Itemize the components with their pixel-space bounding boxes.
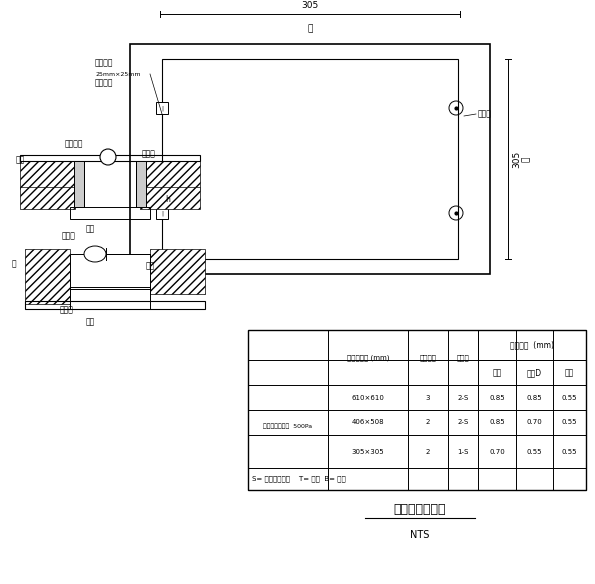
Text: |: | xyxy=(161,210,163,215)
Text: 3: 3 xyxy=(426,395,430,401)
Bar xyxy=(156,207,168,219)
Text: 密封封: 密封封 xyxy=(62,231,76,241)
Text: 风管检修门详图: 风管检修门详图 xyxy=(394,503,446,516)
Circle shape xyxy=(100,149,116,165)
Text: 25mm×25mm: 25mm×25mm xyxy=(95,72,140,77)
Bar xyxy=(140,187,200,209)
Bar xyxy=(136,161,146,207)
Text: 0.85: 0.85 xyxy=(489,395,505,401)
Text: 制伏锁管: 制伏锁管 xyxy=(65,140,83,148)
Text: 2-S: 2-S xyxy=(458,395,469,401)
Text: 门: 门 xyxy=(307,24,313,33)
Text: 边框: 边框 xyxy=(565,368,574,377)
Bar xyxy=(25,301,205,309)
Ellipse shape xyxy=(84,246,106,262)
Text: 0.55: 0.55 xyxy=(561,395,577,401)
Text: 0.85: 0.85 xyxy=(526,395,542,401)
Bar xyxy=(248,330,586,490)
Bar xyxy=(156,102,168,114)
Text: 2: 2 xyxy=(426,419,430,426)
Bar xyxy=(130,44,490,274)
Text: 密封品: 密封品 xyxy=(141,150,155,158)
Bar xyxy=(20,155,200,161)
Text: 305×305: 305×305 xyxy=(352,449,384,454)
Text: |: | xyxy=(161,105,163,111)
Bar xyxy=(25,249,70,304)
Bar xyxy=(150,249,205,294)
Text: 金属厚度  (mm): 金属厚度 (mm) xyxy=(510,340,554,349)
Bar xyxy=(162,59,458,259)
Text: 门: 门 xyxy=(522,157,531,162)
Text: 门: 门 xyxy=(12,259,17,269)
Text: 刘值挤管: 刘值挤管 xyxy=(95,58,114,67)
Text: 305: 305 xyxy=(302,1,319,10)
Text: 406×508: 406×508 xyxy=(352,419,384,426)
Bar xyxy=(20,187,75,209)
Text: 密封条: 密封条 xyxy=(478,110,492,119)
Text: 0.70: 0.70 xyxy=(526,419,542,426)
Bar xyxy=(74,161,84,207)
Text: 1-S: 1-S xyxy=(458,449,469,454)
Text: 密温盒: 密温盒 xyxy=(60,305,74,315)
Text: 风管: 风管 xyxy=(146,262,155,270)
Text: 2: 2 xyxy=(426,449,430,454)
Text: 框架: 框架 xyxy=(85,318,95,326)
Text: 2-S: 2-S xyxy=(458,419,469,426)
Bar xyxy=(20,161,75,189)
Text: 610×610: 610×610 xyxy=(352,395,384,401)
Text: NTS: NTS xyxy=(411,530,430,540)
Text: 风管: 风管 xyxy=(16,155,25,165)
Text: 锁件数量: 锁件数量 xyxy=(419,354,437,361)
Bar xyxy=(70,287,150,309)
Text: 0.85: 0.85 xyxy=(489,419,505,426)
Text: 框架: 框架 xyxy=(85,224,95,234)
Text: 0.55: 0.55 xyxy=(561,449,577,454)
Bar xyxy=(70,254,150,289)
Text: 额定功率不大于  500Pa: 额定功率不大于 500Pa xyxy=(264,424,312,429)
Text: 检修口尺寸 (mm): 检修口尺寸 (mm) xyxy=(347,354,389,361)
Text: 角钢挤管: 角钢挤管 xyxy=(95,78,114,87)
Text: h: h xyxy=(165,194,170,203)
Text: 面板: 面板 xyxy=(493,368,502,377)
Text: S= 自攻自支接缝    T= 上制  B= 下制: S= 自攻自支接缝 T= 上制 B= 下制 xyxy=(252,476,346,482)
Text: 铆钉量: 铆钉量 xyxy=(456,354,469,361)
Text: 0.55: 0.55 xyxy=(526,449,542,454)
Bar xyxy=(140,161,200,189)
Bar xyxy=(70,207,150,219)
Text: 305: 305 xyxy=(512,150,521,168)
Text: 0.55: 0.55 xyxy=(561,419,577,426)
Bar xyxy=(478,330,586,360)
Text: 0.70: 0.70 xyxy=(489,449,505,454)
Text: 衬板D: 衬板D xyxy=(527,368,542,377)
